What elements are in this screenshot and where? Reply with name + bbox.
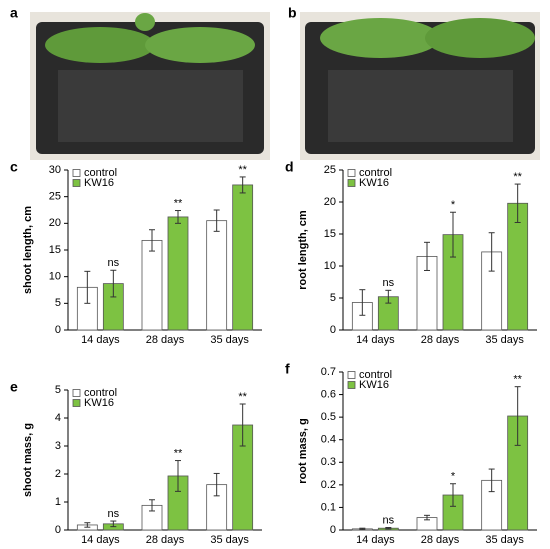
legend-label: control bbox=[84, 167, 117, 179]
y-tick-label: 0.7 bbox=[321, 366, 336, 378]
significance-label: ** bbox=[513, 374, 522, 386]
significance-label: ns bbox=[108, 508, 120, 520]
y-tick-label: 25 bbox=[49, 191, 61, 203]
legend-swatch bbox=[347, 381, 356, 389]
leaves bbox=[425, 18, 535, 58]
y-tick-label: 4 bbox=[55, 412, 61, 424]
legend-label: control bbox=[84, 387, 117, 399]
y-tick-label: 0 bbox=[330, 524, 336, 536]
legend-swatch bbox=[72, 399, 81, 407]
legend-swatch bbox=[347, 169, 356, 177]
x-tick-label: 14 days bbox=[81, 534, 120, 546]
bar bbox=[232, 184, 254, 331]
chart: c shoot length, cm 0 5 10 15 20 25 30 14 days ns 28… bbox=[10, 159, 262, 346]
significance-label: ** bbox=[238, 391, 247, 403]
y-tick-label: 1 bbox=[55, 496, 61, 508]
x-tick-label: 35 days bbox=[210, 334, 249, 346]
leaves bbox=[320, 18, 440, 58]
y-tick-label: 0.1 bbox=[321, 501, 336, 513]
y-axis-label: root mass, g bbox=[297, 418, 309, 483]
x-tick-label: 35 days bbox=[210, 534, 249, 546]
x-tick-label: 35 days bbox=[485, 334, 524, 346]
panel-label: d bbox=[285, 159, 294, 175]
y-tick-label: 0 bbox=[55, 524, 61, 536]
significance-label: ** bbox=[174, 197, 183, 209]
x-tick-label: 14 days bbox=[356, 534, 395, 546]
y-tick-label: 20 bbox=[324, 196, 336, 208]
y-tick-label: 0.6 bbox=[321, 388, 336, 400]
x-tick-label: 28 days bbox=[146, 534, 185, 546]
y-axis-label: shoot length, cm bbox=[22, 206, 34, 294]
chart: f root mass, g 0 0.1 0.2 0.3 0.4 0.5 0.6 0.7 14 da… bbox=[285, 361, 537, 546]
y-tick-label: 5 bbox=[330, 292, 336, 304]
y-tick-label: 15 bbox=[49, 244, 61, 256]
leaves bbox=[145, 27, 255, 63]
y-tick-label: 15 bbox=[324, 228, 336, 240]
significance-label: ns bbox=[383, 277, 395, 289]
significance-label: * bbox=[451, 199, 456, 211]
x-tick-label: 28 days bbox=[146, 334, 185, 346]
y-axis-label: root length, cm bbox=[297, 210, 309, 290]
leaves bbox=[135, 13, 155, 31]
chart: e shoot mass, g 0 1 2 3 4 5 14 days ns 28 days ** 35… bbox=[10, 379, 262, 546]
significance-label: ** bbox=[513, 171, 522, 183]
panel-label: f bbox=[285, 361, 290, 377]
legend-label: KW16 bbox=[84, 397, 114, 409]
y-tick-label: 0.5 bbox=[321, 411, 336, 423]
legend-label: KW16 bbox=[359, 177, 389, 189]
leaves bbox=[45, 27, 155, 63]
legend-label: control bbox=[359, 369, 392, 381]
significance-label: ns bbox=[383, 514, 395, 526]
y-tick-label: 25 bbox=[324, 164, 336, 176]
y-tick-label: 0 bbox=[330, 324, 336, 336]
legend-swatch bbox=[72, 169, 81, 177]
chart: d root length, cm 0 5 10 15 20 25 14 days ns 28 da… bbox=[285, 159, 537, 346]
bar bbox=[167, 216, 189, 331]
y-tick-label: 3 bbox=[55, 440, 61, 452]
panel-label: e bbox=[10, 379, 18, 395]
significance-label: ** bbox=[238, 164, 247, 176]
photo-a: a bbox=[10, 5, 270, 160]
tray-inner bbox=[58, 70, 243, 142]
x-tick-label: 14 days bbox=[356, 334, 395, 346]
legend-swatch bbox=[347, 371, 356, 379]
x-tick-label: 14 days bbox=[81, 334, 120, 346]
tray-inner bbox=[328, 70, 513, 142]
legend-swatch bbox=[72, 389, 81, 397]
significance-label: ns bbox=[108, 257, 120, 269]
legend-swatch bbox=[347, 179, 356, 187]
x-tick-label: 28 days bbox=[421, 534, 460, 546]
y-tick-label: 0 bbox=[55, 324, 61, 336]
y-tick-label: 10 bbox=[324, 260, 336, 272]
y-tick-label: 10 bbox=[49, 271, 61, 283]
y-tick-label: 2 bbox=[55, 468, 61, 480]
legend-label: KW16 bbox=[359, 379, 389, 391]
y-axis-label: shoot mass, g bbox=[22, 423, 34, 497]
photo-b: b bbox=[288, 5, 540, 160]
y-tick-label: 20 bbox=[49, 217, 61, 229]
y-tick-label: 0.2 bbox=[321, 479, 336, 491]
panel-label: c bbox=[10, 159, 18, 175]
y-tick-label: 5 bbox=[55, 297, 61, 309]
significance-label: * bbox=[451, 471, 456, 483]
bar bbox=[141, 239, 163, 331]
panel-label: b bbox=[288, 5, 297, 21]
significance-label: ** bbox=[174, 447, 183, 459]
y-tick-label: 0.4 bbox=[321, 434, 336, 446]
legend-label: KW16 bbox=[84, 177, 114, 189]
x-tick-label: 35 days bbox=[485, 534, 524, 546]
y-tick-label: 0.3 bbox=[321, 456, 336, 468]
bar bbox=[206, 220, 228, 331]
panel-label: a bbox=[10, 5, 18, 21]
y-tick-label: 5 bbox=[55, 384, 61, 396]
x-tick-label: 28 days bbox=[421, 334, 460, 346]
y-tick-label: 30 bbox=[49, 164, 61, 176]
legend-swatch bbox=[72, 179, 81, 187]
legend-label: control bbox=[359, 167, 392, 179]
